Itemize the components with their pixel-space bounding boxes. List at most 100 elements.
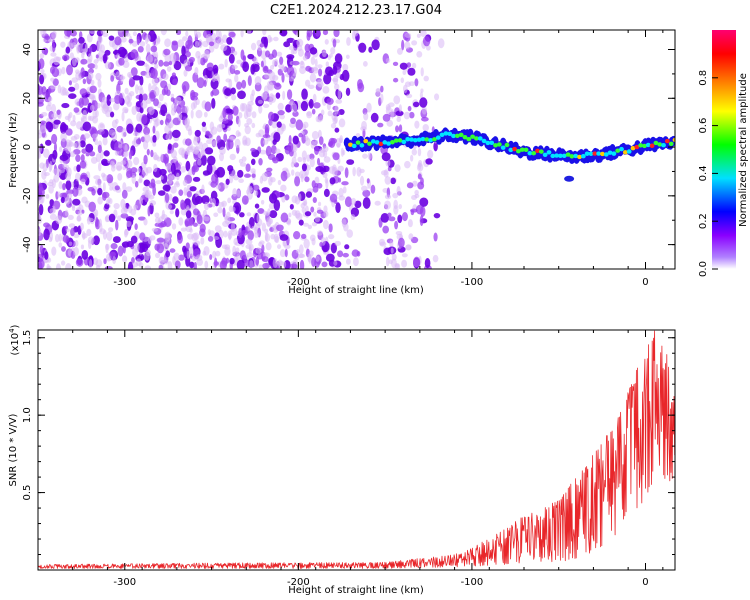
spectrogram-noise-blob [298, 253, 306, 259]
spectrogram-noise-blob [279, 114, 285, 120]
spectrogram-noise-blob [68, 241, 73, 247]
spectrogram-noise-blob [144, 196, 149, 203]
spectrogram-noise-blob [305, 79, 311, 87]
spectrogram-noise-blob [139, 41, 146, 47]
spectrogram-noise-blob [171, 41, 179, 52]
spectrogram-noise-blob [411, 62, 417, 69]
spectrogram-noise-blob [277, 259, 283, 268]
spectrogram-noise-blob [177, 112, 183, 121]
spectrogram-noise-blob [239, 102, 245, 112]
spectrogram-noise-blob [86, 228, 92, 237]
spectrogram-noise-blob [411, 194, 418, 201]
spectrogram-noise-blob [146, 148, 150, 156]
spectrogram-noise-blob [122, 166, 126, 171]
spectrogram-noise-blob [153, 163, 158, 173]
signal-track-peak [622, 150, 628, 155]
spectrogram-noise-blob [311, 66, 319, 71]
spectrogram-noise-blob [213, 212, 219, 218]
spectrogram-noise-blob [126, 159, 133, 168]
signal-track-peak [348, 142, 353, 147]
signal-track-peak [454, 133, 460, 139]
spectrogram-noise-blob [68, 80, 73, 86]
signal-track-peak [653, 140, 659, 146]
spectrogram-noise-blob [281, 195, 286, 203]
spectrogram-noise-blob [104, 215, 110, 223]
spectrogram-noise-blob [279, 249, 286, 258]
signal-track-peak [596, 151, 602, 156]
spectrogram-noise-blob [186, 250, 190, 260]
spectrogram-noise-blob [117, 30, 125, 33]
spectrogram-noise-blob [66, 164, 70, 174]
spectrogram-noise-blob [408, 233, 414, 240]
spectrogram-noise-blob [232, 187, 237, 197]
spectrogram-noise-blob [411, 40, 418, 46]
signal-track-peak [672, 137, 675, 143]
spectrogram-noise-blob [225, 257, 230, 264]
spectrogram-noise-blob [92, 109, 97, 120]
spectrogram-noise-blob [382, 225, 390, 234]
spectrogram-noise-blob [311, 130, 319, 140]
spectrogram-noise-blob [124, 32, 131, 37]
spectrogram-noise-blob [380, 85, 384, 93]
spectrogram-noise-blob [166, 66, 172, 72]
signal-track-peak [401, 139, 407, 145]
spectrogram-noise-blob [276, 121, 282, 128]
spectrogram-noise-blob [307, 224, 313, 230]
signal-track-peak [393, 138, 399, 143]
signal-track-peak [458, 132, 464, 137]
signal-track-peak [355, 140, 361, 145]
spectrogram-noise-blob [263, 210, 268, 215]
spectrogram-noise-blob [270, 177, 276, 183]
spectrogram-noise-blob [327, 141, 333, 147]
spectrogram-noise-blob [301, 163, 307, 172]
spectrogram-noise-blob [210, 190, 218, 201]
spectrogram-noise-blob [345, 87, 351, 96]
spectrogram-noise-blob [176, 172, 180, 181]
spectrogram-noise-blob [301, 207, 306, 213]
spectrogram-noise-blob [398, 104, 402, 113]
spectrogram-noise-blob [423, 75, 429, 82]
spectrogram-noise-blob [139, 232, 146, 241]
spectrogram-noise-blob [135, 258, 142, 267]
spectrogram-noise-blob [268, 111, 275, 121]
spectrogram-noise-blob [182, 36, 188, 42]
spectrogram-noise-blob [280, 66, 286, 72]
figure-title: C2E1.2024.212.23.17.G04 [270, 3, 442, 18]
colorbar-tick-label: 0.8 [698, 70, 709, 86]
spectrogram-noise-blob [223, 230, 228, 238]
spectrogram-noise-blob [125, 186, 133, 192]
signal-track-peak [481, 138, 487, 144]
spectrogram-noise-blob [299, 259, 305, 269]
spectrogram-noise-blob [87, 236, 95, 244]
snr-x-ticks: -300 -200 -100 0 [37, 330, 664, 588]
spectrogram-noise-blob [181, 45, 186, 57]
spectrogram-noise-blob [237, 118, 241, 128]
spectrogram-noise-blob [79, 222, 84, 231]
spectrogram-noise-blob [163, 61, 170, 67]
spectrogram-noise-blob [171, 223, 177, 230]
spectrogram-noise-blob [167, 261, 173, 269]
spectrogram-noise-blob [408, 81, 416, 87]
spectrogram-noise-blob [341, 69, 350, 82]
spectrogram-noise-blob [65, 128, 73, 136]
spectrogram-noise-blob [232, 50, 238, 56]
spectrogram-noise-blob [334, 240, 342, 246]
spectrogram-noise-blob [407, 67, 416, 76]
spectrogram-noise-blob [38, 132, 42, 139]
spectrogram-noise-blob [76, 164, 81, 173]
spectrogram-noise-blob [362, 197, 371, 209]
spectrogram-noise-blob [433, 213, 441, 219]
spectrogram-noise-blob [295, 249, 301, 254]
x-tick-label: -300 [113, 577, 136, 588]
spectrogram-noise-blob [247, 185, 253, 191]
spectrogram-noise-blob [315, 115, 320, 123]
signal-track-peak [451, 133, 456, 139]
spectrogram-noise-blob [120, 36, 127, 43]
spectrogram-noise-blob [95, 217, 99, 228]
spectrogram-noise-blob [151, 227, 159, 232]
spectrogram-noise-blob [162, 184, 171, 192]
spectrogram-noise-blob [277, 110, 285, 116]
spectrogram-noise-blob [87, 63, 96, 69]
spectrogram-noise-blob [97, 35, 103, 44]
spectrogram-noise-blob [82, 78, 87, 85]
